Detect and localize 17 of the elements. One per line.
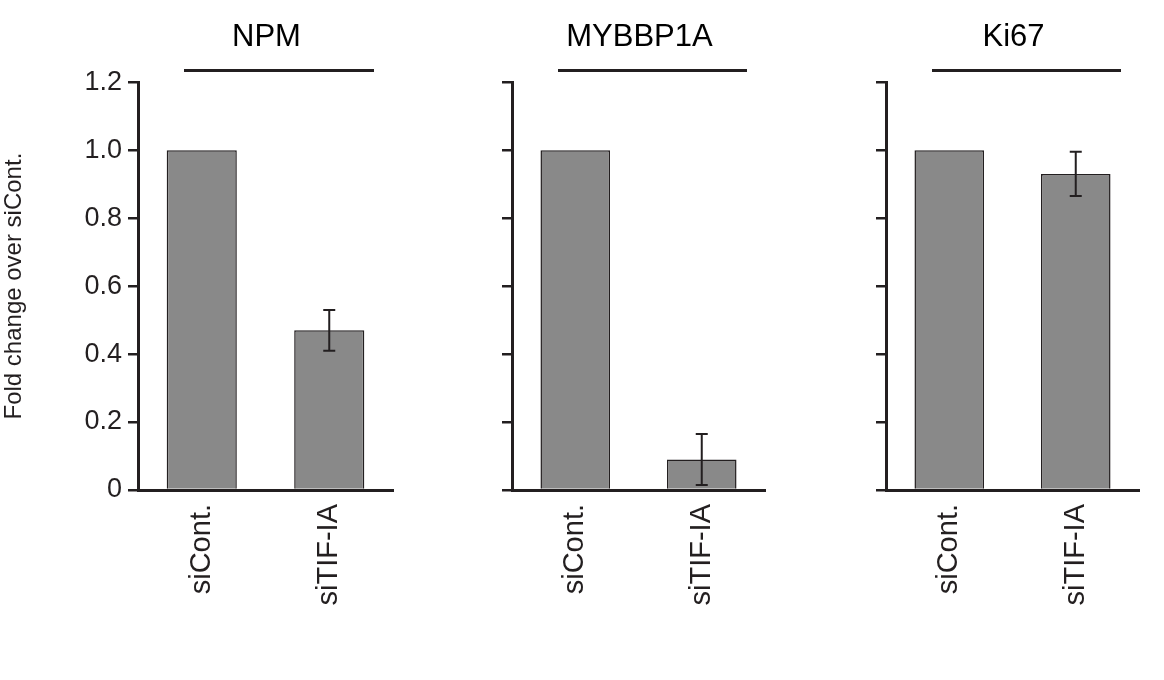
x-tick-label: siCont. (557, 504, 590, 595)
y-tick-label: 0.4 (84, 337, 122, 368)
chart-title: Ki67 (981, 18, 1046, 54)
chart-title: MYBBP1A (565, 18, 714, 54)
y-tick-label: 0.8 (84, 201, 122, 232)
y-tick-label: 1.0 (84, 133, 122, 164)
x-tick-label: siCont. (183, 504, 216, 595)
y-tick-label: 1.2 (84, 65, 122, 96)
x-tick-label: siTIF-IA (683, 503, 716, 606)
y-tick-label: 0.2 (84, 405, 122, 436)
y-tick-label: 0 (106, 473, 122, 504)
chart-title: NPM (231, 18, 302, 54)
x-tick-label: siTIF-IA (311, 503, 344, 606)
y-tick-label: 0.6 (84, 269, 122, 300)
x-tick-label: siTIF-IA (1057, 503, 1090, 606)
y-axis-title: Fold change over siCont. (0, 152, 27, 420)
x-tick-label: siCont. (931, 504, 964, 595)
